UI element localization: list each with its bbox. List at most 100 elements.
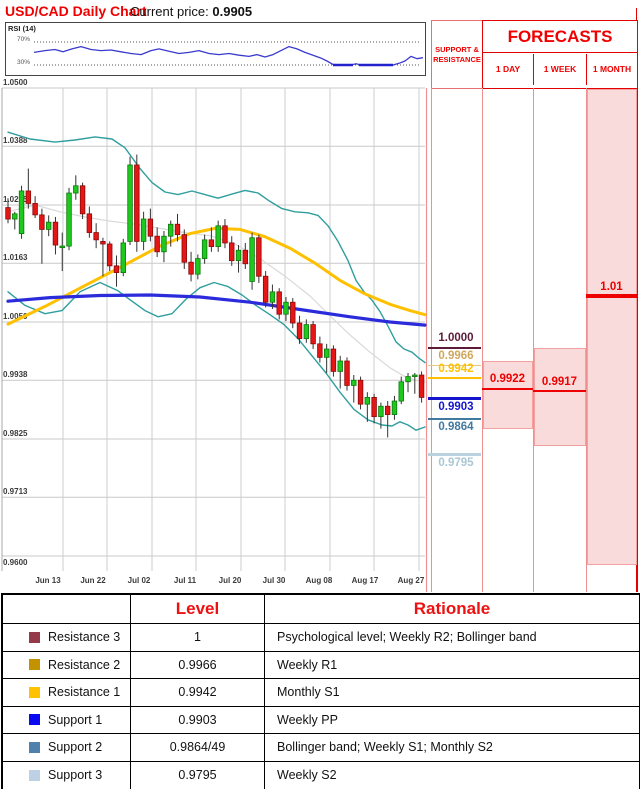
candle-up	[412, 374, 418, 378]
candle-down	[344, 360, 350, 386]
rsi-upper-tick-label: 70%	[17, 36, 31, 43]
level-name: Support 3	[48, 768, 103, 783]
x-axis-label: Aug 17	[352, 576, 379, 585]
candle-up	[364, 396, 371, 405]
x-axis-label: Jul 02	[128, 576, 151, 585]
level-name: Resistance 1	[48, 685, 121, 700]
candle-up	[269, 291, 276, 303]
level-rationale: Weekly R1	[265, 652, 639, 679]
level-value: 0.9966	[131, 651, 265, 679]
y-axis-label: 0.9600	[3, 558, 28, 567]
candle-down	[147, 218, 154, 237]
candle-up	[45, 221, 52, 230]
candle-up	[168, 223, 174, 237]
x-axis-label: Aug 27	[398, 576, 425, 585]
candle-up	[161, 235, 167, 253]
y-axis-label: 1.0388	[3, 136, 28, 145]
candle-down	[276, 291, 282, 315]
rsi-panel: RSI (14) 70% 30%	[5, 22, 426, 76]
candle-up	[127, 164, 133, 242]
x-axis-label: Aug 08	[306, 576, 333, 585]
current-price-label: Current price:	[130, 4, 209, 19]
table-row-label: Resistance 1	[3, 679, 131, 707]
level-value: 1	[131, 624, 265, 652]
level-name: Support 1	[48, 712, 103, 727]
level-color-swatch	[29, 741, 40, 753]
x-axis-label: Jun 22	[80, 576, 106, 585]
candle-down	[86, 213, 93, 233]
x-axis-label: Jul 30	[263, 576, 286, 585]
candle-up	[18, 190, 25, 235]
table-row-label: Resistance 3	[3, 624, 131, 652]
candle-down	[100, 240, 106, 245]
candle-down	[174, 223, 181, 236]
candle-down	[188, 261, 194, 275]
y-axis-label: 1.0500	[3, 78, 28, 87]
candle-up	[378, 405, 384, 418]
y-axis-label: 1.0163	[3, 253, 28, 262]
level-value: 0.9795	[131, 761, 265, 789]
candle-down	[371, 396, 377, 418]
table-row-label: Resistance 2	[3, 651, 131, 679]
candle-down	[262, 275, 269, 303]
y-axis-label: 0.9938	[3, 370, 28, 379]
y-axis-label: 1.0275	[3, 195, 28, 204]
candle-down	[39, 214, 45, 230]
candle-down	[79, 185, 86, 215]
level-name: Resistance 2	[48, 657, 121, 672]
candle-up	[140, 218, 147, 242]
candle-up	[59, 245, 65, 249]
candle-down	[181, 234, 187, 263]
level-rationale: Monthly S1	[265, 679, 639, 707]
level-rationale: Psychological level; Weekly R2; Bollinge…	[265, 624, 639, 652]
candle-down	[310, 324, 316, 345]
y-axis-label: 0.9825	[3, 429, 28, 438]
candle-up	[215, 225, 221, 248]
x-axis-label: Jul 11	[174, 576, 197, 585]
candle-down	[134, 164, 140, 242]
table-row-label: Support 2	[3, 734, 131, 762]
candle-down	[107, 243, 113, 267]
candle-up	[120, 242, 126, 274]
rsi-lower-tick-label: 30%	[17, 59, 31, 66]
candle-down	[296, 322, 303, 340]
candle-up	[73, 185, 79, 194]
level-color-swatch	[29, 769, 40, 781]
rsi-indicator-label: RSI (14)	[8, 24, 36, 33]
table-row-label: Support 3	[3, 761, 131, 789]
level-color-swatch	[29, 659, 40, 671]
x-axis-label: Jun 13	[35, 576, 61, 585]
candle-up	[12, 213, 18, 220]
candle-down	[5, 207, 11, 220]
candle-down	[32, 203, 38, 216]
level-rationale: Weekly PP	[265, 707, 639, 734]
level-rationale: Bollinger band; Weekly S1; Monthly S2	[265, 734, 639, 762]
candle-up	[351, 379, 357, 386]
candle-down	[357, 379, 364, 405]
candle-down	[290, 301, 296, 324]
candle-down	[317, 343, 323, 358]
candle-down	[154, 235, 160, 253]
level-value: 0.9864/49	[131, 734, 265, 762]
candle-down	[418, 374, 425, 398]
overlay-sma200	[6, 293, 427, 327]
candle-down	[208, 239, 215, 247]
candle-down	[93, 232, 99, 241]
level-color-swatch	[29, 714, 40, 726]
candle-up	[235, 249, 242, 262]
candle-down	[113, 265, 120, 273]
y-axis-label: 1.0050	[3, 312, 28, 321]
y-axis-label: 0.9713	[3, 487, 28, 496]
candle-down	[256, 237, 262, 277]
level-name: Support 2	[48, 740, 103, 755]
level-value: 0.9903	[131, 706, 265, 734]
candle-up	[283, 301, 289, 315]
level-rationale: Weekly S2	[277, 768, 337, 783]
candle-up	[398, 381, 404, 402]
overlay-bollinger_lower	[7, 281, 426, 431]
table-row-label: Support 1	[3, 706, 131, 734]
candle-up	[337, 360, 343, 372]
candle-up	[66, 192, 72, 247]
level-column-header: Level	[131, 595, 265, 624]
